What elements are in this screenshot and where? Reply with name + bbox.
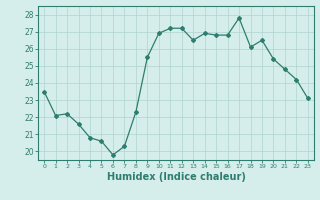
X-axis label: Humidex (Indice chaleur): Humidex (Indice chaleur) — [107, 172, 245, 182]
